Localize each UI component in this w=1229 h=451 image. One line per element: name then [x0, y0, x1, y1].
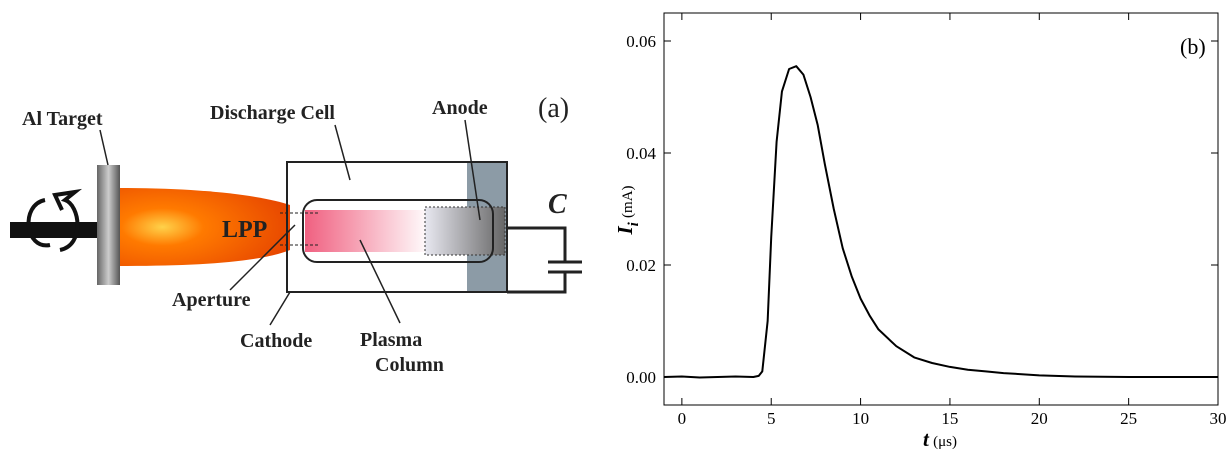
label: Plasma [360, 329, 422, 351]
x-tick-label: 0 [678, 409, 687, 428]
data-line [663, 65, 1218, 379]
plume [120, 188, 290, 266]
y-tick-label: 0.02 [626, 256, 656, 275]
shaft [10, 222, 97, 238]
x-axis-label: t (μs) [923, 427, 957, 451]
label: LPP [222, 217, 267, 243]
x-unit: (μs) [933, 434, 957, 450]
y-label-sub: i [626, 221, 642, 226]
anode-body [424, 206, 506, 256]
leader [269, 291, 291, 326]
x-tick-label: 15 [941, 409, 958, 428]
label: Column [375, 354, 444, 376]
plot-frame [663, 12, 1219, 406]
x-tick-label: 20 [1031, 409, 1048, 428]
label: Discharge Cell [210, 102, 335, 124]
x-label: t [923, 427, 930, 451]
label: Al Target [22, 108, 103, 130]
chart: (b) t (μs) Ii (mA) 0.00 0.02 0.04 0.06 0 5 10 1… [613, 12, 1227, 451]
y-label: I [613, 226, 637, 236]
diagram: Al Target Discharge Cell Anode (a) C LPP… [10, 93, 582, 376]
y-tick-label: 0.04 [626, 144, 656, 163]
x-tick-label: 10 [852, 409, 869, 428]
x-tick-label: 25 [1120, 409, 1137, 428]
label: Anode [432, 97, 488, 119]
y-tick-label: 0.00 [626, 368, 656, 387]
label: C [548, 189, 567, 220]
y-unit: (mA) [620, 185, 636, 218]
column-outline [302, 199, 494, 263]
leader [229, 224, 296, 291]
leader [464, 119, 481, 221]
leader [359, 239, 401, 324]
panel-label: (a) [538, 93, 569, 124]
leader [334, 124, 351, 181]
target [97, 165, 120, 285]
y-axis-label: Ii (mA) [613, 185, 642, 235]
plasma [305, 210, 430, 252]
circuit [507, 226, 582, 294]
label: Cathode [240, 330, 312, 352]
label: Aperture [172, 289, 251, 311]
annotation: (b) [1180, 34, 1206, 59]
x-tick-label: 5 [767, 409, 776, 428]
y-tick-label: 0.06 [626, 32, 656, 51]
x-tick-label: 30 [1210, 409, 1227, 428]
rotation-arrow [26, 188, 83, 252]
leader [99, 129, 109, 166]
